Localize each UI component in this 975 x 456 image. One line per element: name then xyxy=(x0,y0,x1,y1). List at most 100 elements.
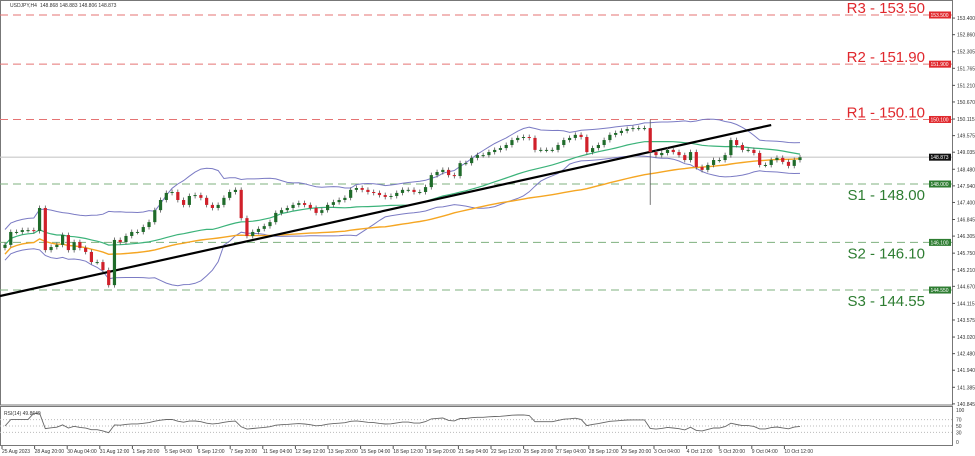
candle-body xyxy=(314,207,318,213)
candle-body xyxy=(326,204,330,211)
price-tick-label: 141.385 xyxy=(957,385,975,391)
candle-body xyxy=(366,189,370,193)
candle-body xyxy=(510,140,514,145)
candle-body xyxy=(245,218,249,236)
time-label: 3 Oct 04:00 xyxy=(654,449,680,455)
rsi-tick-label: 30 xyxy=(956,430,962,436)
rsi-tick-label: 100 xyxy=(956,408,965,414)
candle-body xyxy=(631,128,635,130)
candle-body xyxy=(78,242,82,248)
candle-body xyxy=(711,160,716,165)
candle-body xyxy=(602,140,606,145)
level-tag-text: 153.500 xyxy=(931,13,949,19)
candle-body xyxy=(320,210,324,213)
candle-body xyxy=(781,157,785,162)
time-label: 11 Sep 04:00 xyxy=(263,449,293,455)
ohlc-readout: 148.868 148.883 148.806 148.873 xyxy=(40,3,117,9)
candle-body xyxy=(654,152,658,156)
candle-body xyxy=(585,136,589,153)
candle-body xyxy=(573,134,577,138)
candle-body xyxy=(389,195,393,197)
candle-body xyxy=(222,197,226,205)
price-tick-label: 144.115 xyxy=(957,301,975,307)
price-tick-label: 150.115 xyxy=(957,117,975,123)
level-label-s2: S2 - 146.10 xyxy=(847,245,925,262)
candle-body xyxy=(170,192,174,194)
candle-body xyxy=(164,192,168,200)
candle-body xyxy=(205,197,209,205)
candle-body xyxy=(521,136,526,138)
level-tag-s3 xyxy=(929,286,951,294)
candle-body xyxy=(735,140,739,145)
candle-body xyxy=(331,202,335,205)
candle-body xyxy=(291,204,295,208)
time-label: 22 Sep 12:00 xyxy=(491,449,521,455)
candle-body xyxy=(337,199,341,203)
candle-body xyxy=(343,197,347,200)
candle-body xyxy=(32,230,36,232)
candle-body xyxy=(193,195,197,197)
price-tick-label: 152.860 xyxy=(957,33,975,39)
price-tick-label: 148.480 xyxy=(957,167,975,173)
candle-body xyxy=(487,152,491,156)
candle-body xyxy=(153,210,157,223)
candle-body xyxy=(596,144,600,149)
candle-body xyxy=(285,207,289,211)
main-panel-frame xyxy=(0,0,953,406)
candle-body xyxy=(360,188,364,190)
candle-body xyxy=(723,155,727,161)
candle-body xyxy=(14,231,19,233)
level-tag-r1 xyxy=(929,115,951,123)
candle-body xyxy=(395,192,399,196)
candle-body xyxy=(43,207,47,251)
candle-body xyxy=(648,128,652,153)
candle-body xyxy=(228,192,232,198)
price-tick-label: 151.210 xyxy=(957,83,975,89)
price-tick-label: 144.670 xyxy=(957,284,975,290)
level-tag-s2 xyxy=(929,238,951,246)
candle-body xyxy=(130,231,134,236)
candle-body xyxy=(579,134,583,137)
price-tick-label: 152.305 xyxy=(957,50,975,56)
moving-average-fast xyxy=(4,141,801,246)
time-label: 31 Aug 12:00 xyxy=(100,449,130,455)
candle-body xyxy=(608,134,612,141)
moving-average-slow xyxy=(4,158,801,256)
candle-body xyxy=(614,133,618,135)
candle-body xyxy=(786,161,791,166)
candle-body xyxy=(665,149,670,153)
candle-body xyxy=(400,189,405,193)
candle-body xyxy=(544,149,549,151)
level-tag-text: 150.100 xyxy=(931,117,949,123)
time-label: 28 Sep 12:00 xyxy=(589,449,619,455)
level-tag-r2 xyxy=(929,60,951,68)
candle-body xyxy=(740,144,744,150)
level-label-s1: S1 - 148.00 xyxy=(847,187,925,204)
price-tick-label: 147.940 xyxy=(957,184,975,190)
candle-body xyxy=(418,192,422,194)
level-label-r3: R3 - 153.50 xyxy=(847,0,925,17)
candle-body xyxy=(775,157,779,161)
time-label: 15 Sep 04:00 xyxy=(361,449,391,455)
candle-body xyxy=(3,244,7,248)
time-label: 5 Sep 04:00 xyxy=(165,449,192,455)
candle-body xyxy=(527,136,531,138)
bollinger-lower xyxy=(4,155,801,287)
candle-body xyxy=(239,189,243,219)
candle-body xyxy=(752,149,756,153)
candle-body xyxy=(49,247,53,251)
level-tag-text: 146.100 xyxy=(931,240,949,246)
candle-body xyxy=(279,210,284,213)
current-price-tag-text: 148.873 xyxy=(931,155,949,161)
time-label: 25 Aug 2023 xyxy=(2,449,30,455)
time-label: 25 Sep 20:00 xyxy=(524,449,554,455)
candle-body xyxy=(446,169,451,176)
candle-body xyxy=(412,189,416,193)
time-label: 30 Aug 04:00 xyxy=(67,449,97,455)
candle-body xyxy=(637,128,641,130)
price-tick-label: 140.845 xyxy=(957,402,975,408)
candle-body xyxy=(158,199,163,211)
time-label: 10 Oct 12:00 xyxy=(784,449,813,455)
candle-body xyxy=(591,148,595,153)
